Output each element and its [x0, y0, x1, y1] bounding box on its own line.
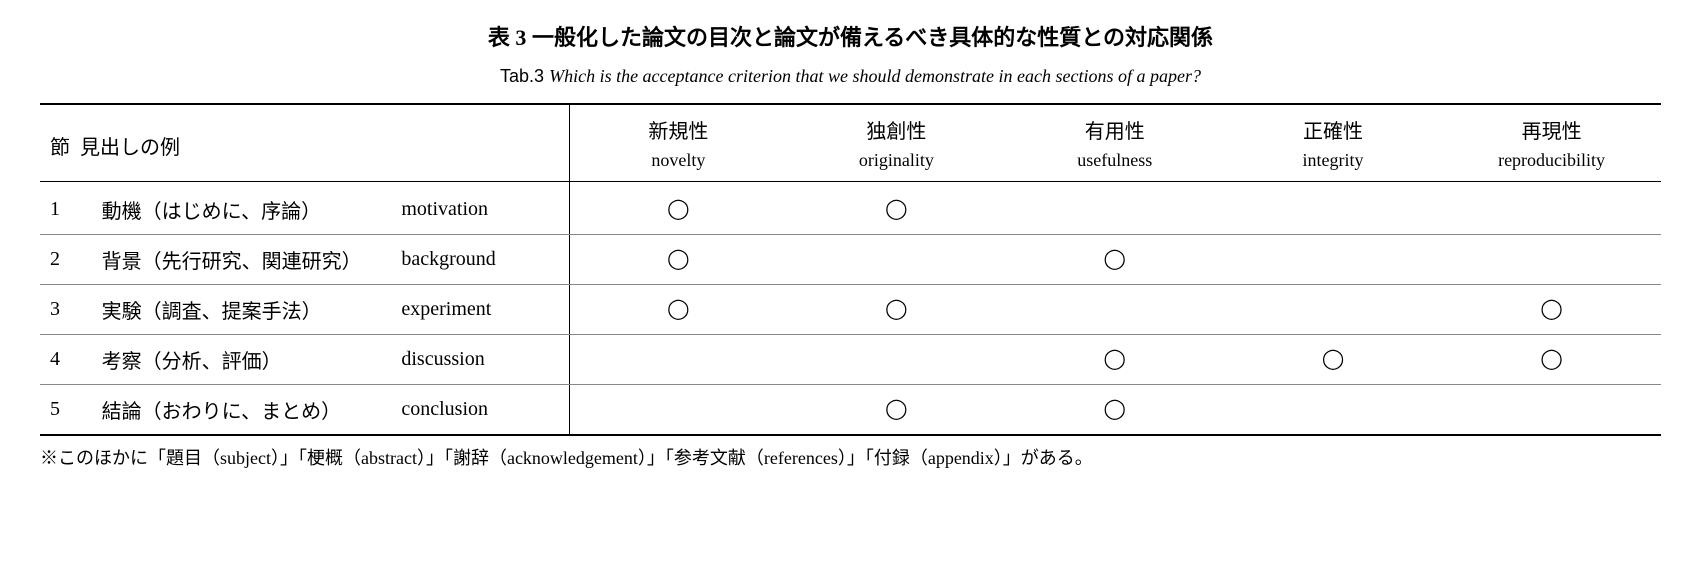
row-heading-en: motivation	[393, 185, 569, 235]
criterion-jp-1: 独創性	[787, 105, 1005, 150]
title-en-prefix: Tab.3	[500, 66, 549, 86]
col-section: 節	[50, 137, 70, 159]
row-heading-en: conclusion	[393, 385, 569, 436]
criterion-cell	[569, 385, 787, 436]
criterion-cell: ◯	[569, 285, 787, 335]
row-heading-jp: 考察（分析、評価）	[94, 335, 394, 385]
criterion-cell: ◯	[1442, 335, 1661, 385]
criterion-cell	[1442, 385, 1661, 436]
table-row: 5結論（おわりに、まとめ）conclusion ◯ ◯	[40, 385, 1661, 436]
table-row: 1動機（はじめに、序論）motivation ◯ ◯	[40, 185, 1661, 235]
criterion-cell: ◯	[569, 235, 787, 285]
table-title-en: Tab.3 Which is the acceptance criterion …	[40, 66, 1661, 87]
criterion-en-0: novelty	[569, 150, 787, 182]
criterion-cell: ◯	[1224, 335, 1442, 385]
check-mark: ◯	[1104, 249, 1126, 269]
row-heading-en: experiment	[393, 285, 569, 335]
row-number: 2	[40, 235, 94, 285]
criteria-table: 節 見出しの例 新規性 独創性 有用性 正確性 再現性 novelty orig…	[40, 103, 1661, 436]
criterion-cell: ◯	[1006, 335, 1224, 385]
row-number: 5	[40, 385, 94, 436]
check-mark: ◯	[667, 249, 689, 269]
criterion-en-2: usefulness	[1006, 150, 1224, 182]
title-prefix: 表 3	[488, 25, 532, 50]
criterion-cell: ◯	[787, 385, 1005, 436]
check-mark: ◯	[1540, 349, 1562, 369]
criterion-cell	[1442, 235, 1661, 285]
criterion-en-3: integrity	[1224, 150, 1442, 182]
row-number: 3	[40, 285, 94, 335]
row-heading-en: background	[393, 235, 569, 285]
title-text: 一般化した論文の目次と論文が備えるべき具体的な性質との対応関係	[532, 25, 1213, 50]
criterion-en-1: originality	[787, 150, 1005, 182]
col-heading: 見出しの例	[80, 137, 180, 159]
check-mark: ◯	[1322, 349, 1344, 369]
row-heading-jp: 実験（調査、提案手法）	[94, 285, 394, 335]
criterion-cell	[1006, 185, 1224, 235]
criterion-cell: ◯	[1442, 285, 1661, 335]
title-en-text: Which is the acceptance criterion that w…	[549, 66, 1201, 86]
criterion-jp-2: 有用性	[1006, 105, 1224, 150]
criterion-jp-3: 正確性	[1224, 105, 1442, 150]
table-row: 2背景（先行研究、関連研究）background ◯ ◯	[40, 235, 1661, 285]
criterion-cell: ◯	[569, 185, 787, 235]
check-mark: ◯	[885, 399, 907, 419]
criterion-jp-0: 新規性	[569, 105, 787, 150]
table-row: 4考察（分析、評価）discussion ◯ ◯ ◯	[40, 335, 1661, 385]
check-mark: ◯	[667, 199, 689, 219]
check-mark: ◯	[667, 299, 689, 319]
criterion-cell: ◯	[787, 185, 1005, 235]
table-title-jp: 表 3 一般化した論文の目次と論文が備えるべき具体的な性質との対応関係	[40, 20, 1661, 52]
row-heading-jp: 結論（おわりに、まとめ）	[94, 385, 394, 436]
criterion-cell	[1006, 285, 1224, 335]
table-body: 1動機（はじめに、序論）motivation◯◯2背景（先行研究、関連研究）ba…	[40, 182, 1661, 436]
check-mark: ◯	[1540, 299, 1562, 319]
header-left: 節 見出しの例	[40, 105, 569, 182]
check-mark: ◯	[1104, 349, 1126, 369]
criterion-cell	[1224, 235, 1442, 285]
table-row: 3実験（調査、提案手法）experiment ◯ ◯ ◯	[40, 285, 1661, 335]
row-heading-jp: 動機（はじめに、序論）	[94, 185, 394, 235]
criterion-cell: ◯	[787, 285, 1005, 335]
table-footnote: ※このほかに「題目（subject）」「梗概（abstract）」「謝辞（ack…	[40, 444, 1661, 470]
row-heading-jp: 背景（先行研究、関連研究）	[94, 235, 394, 285]
criterion-cell	[1224, 385, 1442, 436]
criterion-cell	[1442, 185, 1661, 235]
criterion-jp-4: 再現性	[1442, 105, 1661, 150]
criterion-en-4: reproducibility	[1442, 150, 1661, 182]
criterion-cell	[1224, 285, 1442, 335]
criterion-cell	[569, 335, 787, 385]
criterion-cell	[787, 235, 1005, 285]
check-mark: ◯	[1104, 399, 1126, 419]
criterion-cell: ◯	[1006, 235, 1224, 285]
row-heading-en: discussion	[393, 335, 569, 385]
row-number: 1	[40, 185, 94, 235]
criterion-cell: ◯	[1006, 385, 1224, 436]
check-mark: ◯	[885, 199, 907, 219]
criterion-cell	[1224, 185, 1442, 235]
row-number: 4	[40, 335, 94, 385]
criterion-cell	[787, 335, 1005, 385]
check-mark: ◯	[885, 299, 907, 319]
